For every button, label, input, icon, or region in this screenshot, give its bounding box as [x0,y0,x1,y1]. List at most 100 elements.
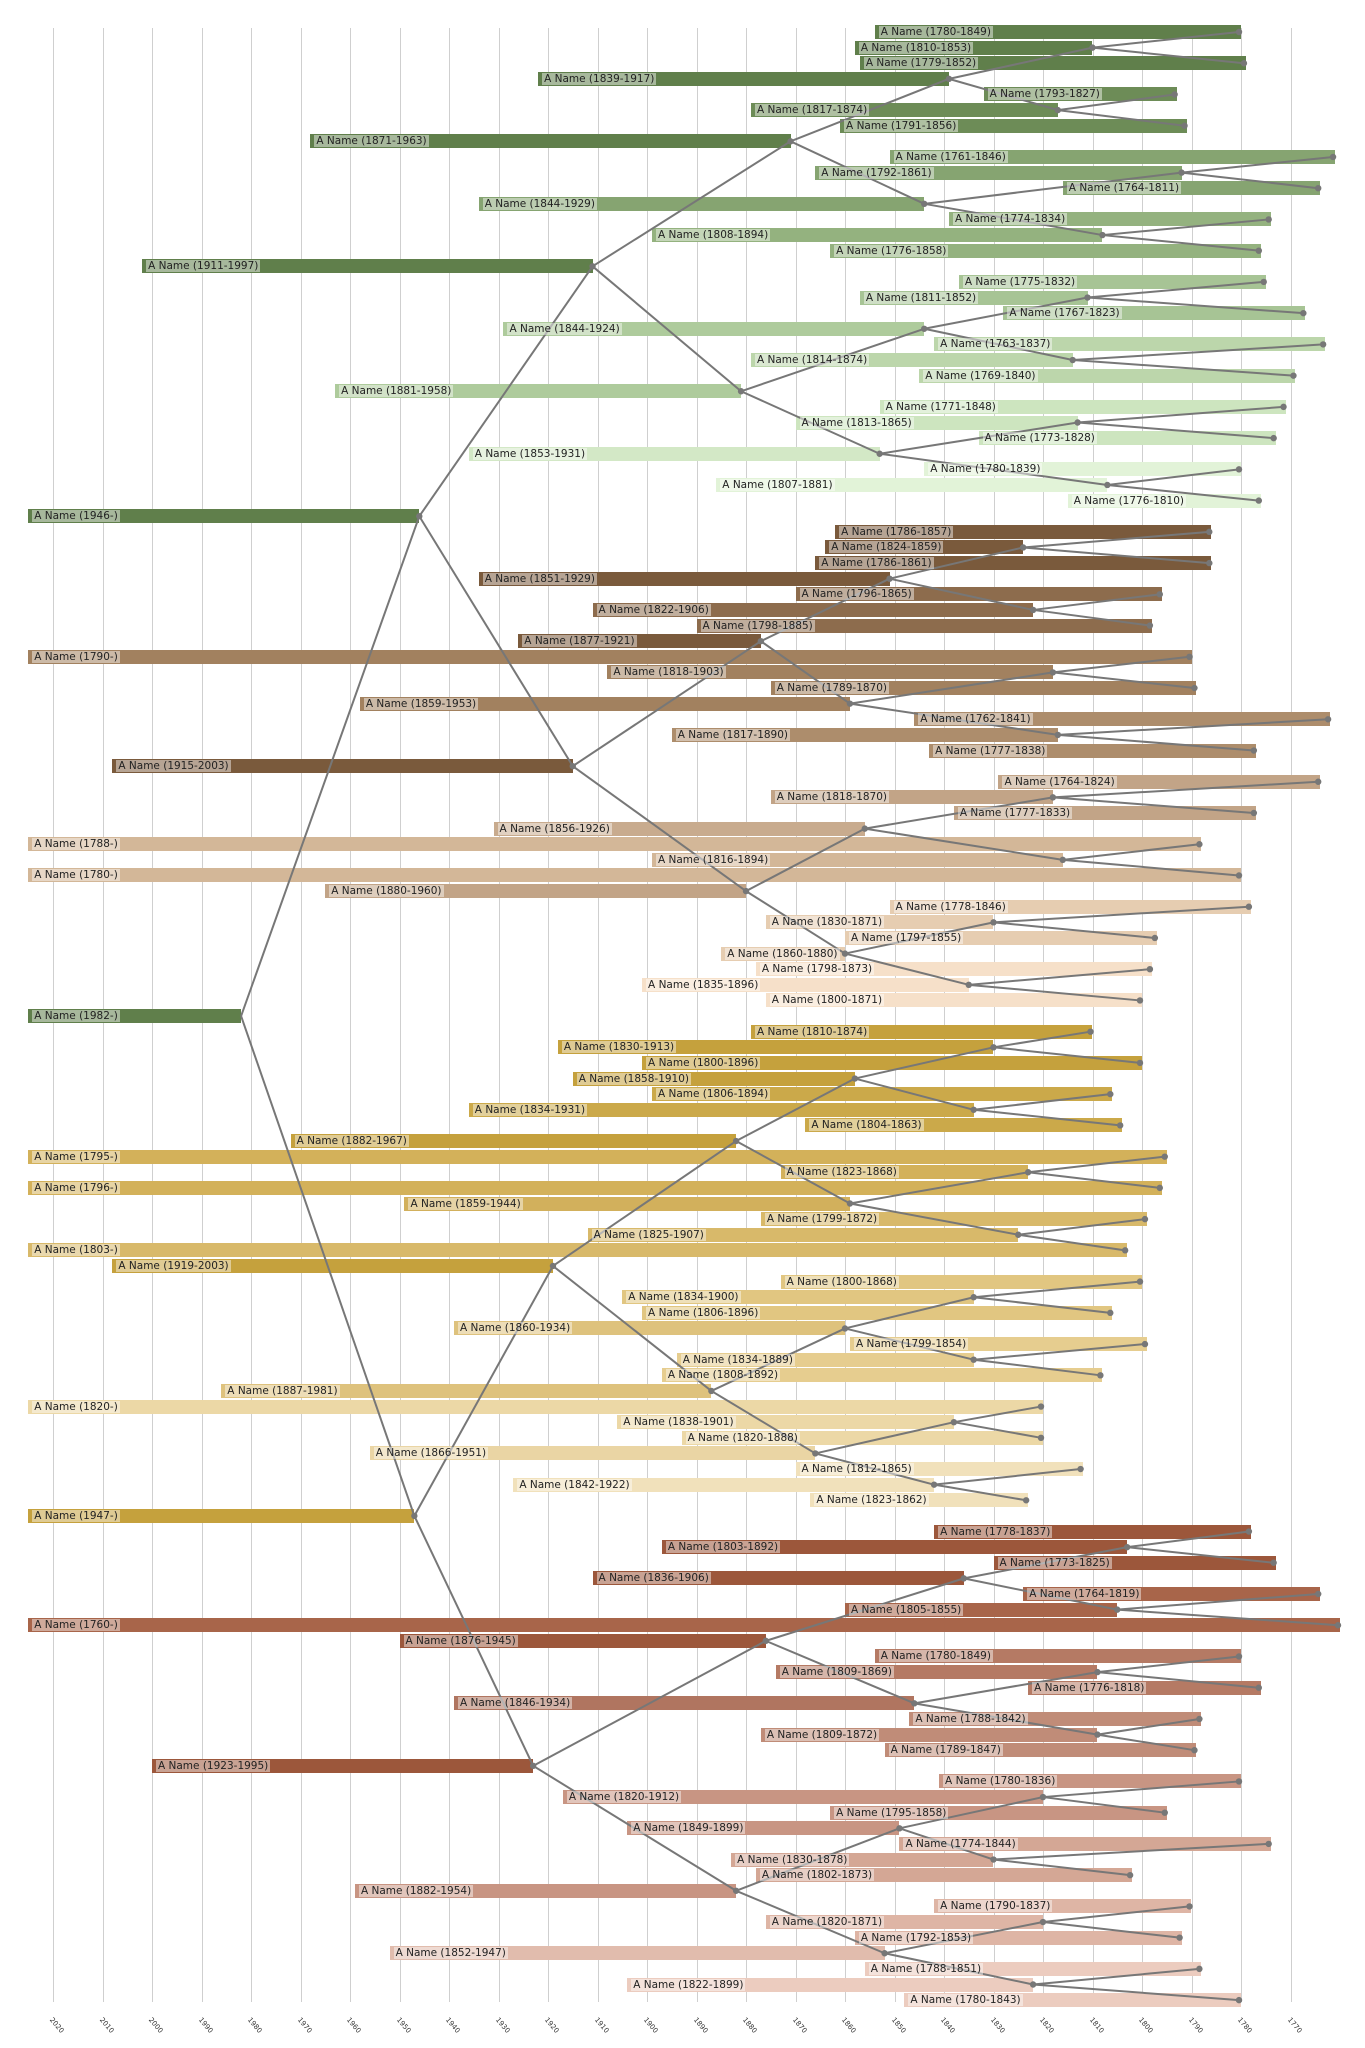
person-bar[interactable] [587,1227,1019,1242]
person-bar[interactable] [617,1415,954,1430]
person-bar[interactable] [651,228,1103,243]
person-bar[interactable] [468,446,880,461]
person-bar[interactable] [874,25,1241,39]
person-bar[interactable] [845,1602,1118,1617]
person-bar[interactable] [28,837,1202,852]
person-bar[interactable] [939,1774,1241,1789]
person-bar[interactable] [389,1946,885,1961]
person-bar[interactable] [770,790,1053,805]
person-bar[interactable] [889,899,1251,914]
person-bar[interactable] [835,524,1212,539]
person-bar[interactable] [354,1883,737,1898]
person-bar[interactable] [978,431,1276,446]
person-bar[interactable] [780,1274,1142,1289]
person-bar[interactable] [112,759,573,774]
person-bar[interactable] [681,1430,1043,1445]
person-bar[interactable] [830,243,1261,258]
person-bar[interactable] [221,1383,712,1398]
person-bar[interactable] [1003,306,1306,321]
person-bar[interactable] [651,1087,1113,1102]
person-bar[interactable] [369,1446,816,1461]
person-bar[interactable] [750,353,1073,368]
person-bar[interactable] [28,1243,1128,1258]
person-bar[interactable] [503,321,925,336]
person-bar[interactable] [716,477,1108,492]
person-bar[interactable] [750,103,1058,118]
person-bar[interactable] [642,1055,1142,1070]
person-bar[interactable] [864,1961,1202,1976]
person-bar[interactable] [815,165,1182,180]
person-bar[interactable] [1023,1587,1321,1601]
person-bar[interactable] [28,868,1241,883]
person-bar[interactable] [651,852,1063,867]
person-bar[interactable] [28,1618,1340,1633]
person-bar[interactable] [152,1758,534,1773]
person-bar[interactable] [795,415,1078,430]
person-bar[interactable] [290,1134,737,1149]
person-bar[interactable] [795,587,1162,602]
person-bar[interactable] [310,134,791,149]
person-bar[interactable] [854,1930,1182,1945]
person-bar[interactable] [780,1165,1029,1180]
person-bar[interactable] [478,571,890,586]
person-bar[interactable] [795,1462,1083,1477]
person-bar[interactable] [538,71,949,86]
person-bar[interactable] [924,462,1241,477]
person-bar[interactable] [28,1180,1162,1195]
person-bar[interactable] [770,681,1197,696]
person-bar[interactable] [592,602,1034,617]
person-bar[interactable] [676,1352,974,1367]
person-bar[interactable] [760,1212,1147,1227]
person-bar[interactable] [755,962,1152,977]
person-bar[interactable] [453,1696,915,1711]
person-bar[interactable] [661,1540,1128,1555]
person-bar[interactable] [765,915,994,930]
person-bar[interactable] [28,649,1192,664]
person-bar[interactable] [112,1258,553,1273]
person-bar[interactable] [1062,181,1321,196]
person-bar[interactable] [760,1727,1098,1742]
person-bar[interactable] [557,1040,994,1055]
person-bar[interactable] [28,509,420,524]
person-bar[interactable] [404,1196,850,1211]
person-bar[interactable] [765,1915,1043,1930]
person-bar[interactable] [919,368,1296,383]
person-bar[interactable] [142,259,593,274]
person-bar[interactable] [899,1836,1271,1851]
person-bar[interactable] [845,930,1157,945]
person-bar[interactable] [805,1118,1123,1133]
person-bar[interactable] [399,1633,766,1648]
person-bar[interactable] [884,1743,1197,1758]
person-bar[interactable] [983,87,1177,102]
person-bar[interactable] [696,618,1152,633]
person-bar[interactable] [929,743,1256,758]
person-bar[interactable] [468,1102,974,1117]
person-bar[interactable] [671,727,1058,742]
person-bar[interactable] [810,1493,1029,1508]
person-bar[interactable] [934,1524,1251,1539]
person-bar[interactable] [830,1805,1167,1820]
person-bar[interactable] [642,1305,1113,1320]
person-bar[interactable] [859,56,1246,71]
person-bar[interactable] [775,1665,1098,1680]
person-bar[interactable] [513,1477,935,1492]
person-bar[interactable] [661,1368,1103,1383]
person-bar[interactable] [592,1571,964,1586]
person-bar[interactable] [642,977,969,992]
person-bar[interactable] [750,1024,1093,1039]
person-bar[interactable] [478,196,925,211]
person-bar[interactable] [28,1149,1167,1164]
person-bar[interactable] [755,1868,1133,1883]
person-bar[interactable] [731,1852,994,1867]
person-bar[interactable] [825,540,1024,555]
person-bar[interactable] [627,1977,1034,1992]
person-bar[interactable] [765,993,1142,1008]
person-bar[interactable] [1067,493,1261,508]
person-bar[interactable] [335,384,742,399]
person-bar[interactable] [28,1009,242,1024]
person-bar[interactable] [721,946,845,961]
person-bar[interactable] [359,696,850,711]
person-bar[interactable] [562,1790,1043,1805]
person-bar[interactable] [904,1993,1241,2008]
person-bar[interactable] [889,149,1336,164]
